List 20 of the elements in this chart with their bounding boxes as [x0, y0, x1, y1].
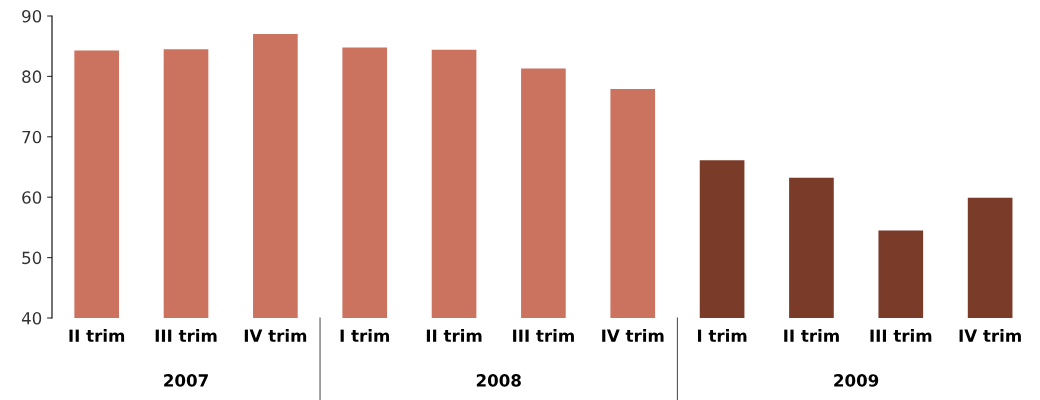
text: 2008	[476, 374, 521, 387]
x-tick-label: I trim	[340, 329, 390, 342]
x-tick-label: IV trim	[959, 329, 1021, 342]
x-tick-label: IV trim	[602, 329, 664, 342]
y-tick-label: 70	[22, 130, 42, 144]
y-tick-label: 40	[21, 311, 42, 325]
y-tick-label: 50	[22, 251, 42, 265]
y-tick-label: 90	[22, 9, 42, 23]
x-tick-label: I trim	[697, 329, 747, 342]
x-tick-label: II trim	[426, 329, 482, 342]
text: 2007	[164, 374, 208, 387]
x-tick-label: III trim	[155, 329, 217, 342]
x-tick-label: III trim	[870, 329, 932, 342]
x-tick-label: II trim	[784, 329, 839, 342]
x-tick-label: IV trim	[244, 329, 307, 342]
text: 2009	[834, 374, 879, 387]
x-tick-label: II trim	[69, 329, 125, 342]
y-tick-label: 60	[22, 191, 42, 204]
x-tick-label: III trim	[513, 329, 574, 342]
y-tick-label: 80	[22, 70, 42, 83]
